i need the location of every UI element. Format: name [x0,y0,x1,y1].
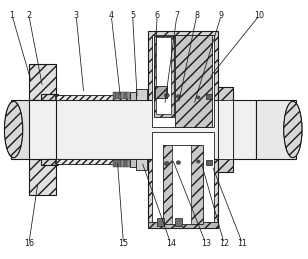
Bar [124,160,127,167]
Bar [172,145,191,224]
Text: 5: 5 [130,11,135,20]
Bar [10,100,41,159]
Bar [206,94,212,99]
Bar [127,160,130,167]
Bar [116,160,118,167]
Circle shape [176,161,180,164]
Ellipse shape [4,101,23,158]
Text: 6: 6 [155,11,160,20]
Bar [56,159,145,164]
Bar [156,37,171,114]
Text: 12: 12 [219,239,229,248]
Text: 16: 16 [24,239,34,248]
Bar [157,218,164,226]
Bar [56,95,145,100]
Bar [175,35,212,127]
Bar [155,86,167,98]
Bar [29,64,56,195]
Text: 13: 13 [201,239,211,248]
Circle shape [197,160,200,163]
Bar [55,95,63,100]
Bar [124,92,127,99]
Circle shape [197,96,200,99]
Bar [118,92,121,99]
Bar [163,145,203,224]
Text: 3: 3 [74,11,79,20]
Bar [154,36,174,117]
Bar [130,92,136,100]
Bar [218,100,233,159]
Text: 9: 9 [219,11,224,20]
Bar [218,87,233,172]
Text: 11: 11 [237,239,248,248]
Bar [47,100,256,159]
Bar [206,160,212,165]
Bar [136,159,147,170]
Bar [118,160,121,167]
Bar [41,159,58,165]
Text: 8: 8 [194,11,199,20]
Circle shape [176,95,180,98]
Bar [55,159,63,164]
Text: 4: 4 [109,11,114,20]
Bar [152,132,213,224]
Bar [113,160,116,167]
Bar [130,159,136,167]
Text: 14: 14 [166,239,176,248]
Bar [256,100,296,159]
Bar [148,31,218,228]
Circle shape [164,93,169,97]
Bar [148,222,218,228]
Bar [152,35,213,127]
Bar [136,89,147,100]
Bar [121,92,124,99]
Text: 1: 1 [10,11,14,20]
Bar [113,92,116,99]
Bar [121,160,124,167]
Bar [29,100,56,159]
Bar [175,218,182,226]
Ellipse shape [284,101,302,158]
Circle shape [164,162,169,166]
Bar [41,94,58,100]
Bar [116,92,118,99]
Text: 15: 15 [118,239,128,248]
Bar [127,92,130,99]
Text: 2: 2 [26,11,31,20]
Text: 10: 10 [254,11,264,20]
Text: 7: 7 [174,11,180,20]
